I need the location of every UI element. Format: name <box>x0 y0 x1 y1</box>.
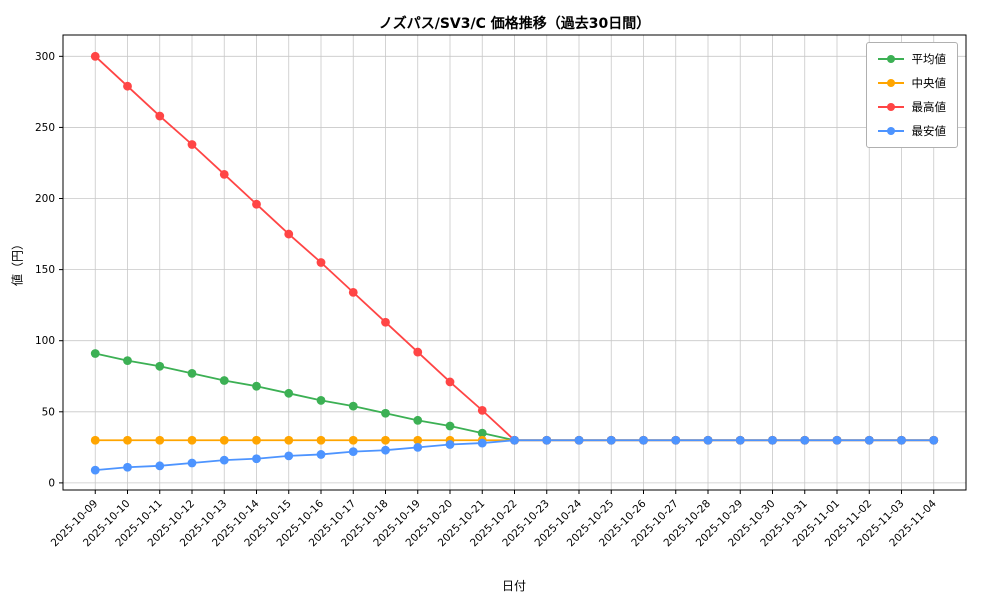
data-point-average <box>413 415 423 425</box>
data-point-median <box>252 435 261 445</box>
data-point-median <box>219 435 229 445</box>
data-point-min <box>735 435 745 445</box>
data-point-max <box>381 317 390 327</box>
data-point-max <box>445 377 455 387</box>
legend: 平均値 中央値 最高値 最安値 <box>865 42 958 148</box>
data-point-average <box>90 349 100 358</box>
legend-item-max: 最高値 <box>877 99 947 115</box>
data-point-max <box>187 140 197 149</box>
data-point-min <box>510 435 519 445</box>
data-point-max <box>477 405 487 415</box>
data-point-min <box>639 435 648 445</box>
data-point-median <box>155 435 165 445</box>
data-point-average <box>477 428 487 438</box>
data-point-max <box>348 287 358 297</box>
data-point-min <box>252 454 261 464</box>
data-point-min <box>671 435 681 445</box>
legend-item-min: 最安値 <box>877 123 947 139</box>
data-point-max <box>123 81 132 91</box>
data-point-average <box>381 408 390 418</box>
data-point-min <box>413 442 423 452</box>
data-point-median <box>381 435 390 445</box>
data-point-min <box>219 455 229 465</box>
data-point-min <box>284 451 294 461</box>
legend-label-average: 平均値 <box>911 52 947 66</box>
y-tick-label: 150 <box>35 264 55 276</box>
data-point-average <box>123 356 132 366</box>
legend-marker-max <box>877 102 904 112</box>
data-point-average <box>284 388 294 398</box>
data-point-min <box>897 435 906 445</box>
plot-border <box>62 34 967 491</box>
data-point-min <box>864 435 874 445</box>
data-point-min <box>316 450 326 459</box>
data-point-min <box>123 462 132 472</box>
data-point-min <box>381 445 390 455</box>
data-point-average <box>187 369 197 378</box>
legend-item-average: 平均値 <box>877 51 947 67</box>
data-point-max <box>316 258 326 267</box>
data-point-max <box>252 199 261 209</box>
data-point-max <box>90 51 100 61</box>
legend-marker-median <box>877 78 904 88</box>
data-point-median <box>316 435 326 445</box>
chart-title: ノズパス/SV3/C 価格推移（過去30日間） <box>378 16 651 32</box>
x-axis-label: 日付 <box>501 579 527 593</box>
data-point-min <box>929 435 939 445</box>
grid <box>63 35 966 490</box>
data-point-min <box>542 435 552 445</box>
data-point-min <box>800 435 810 445</box>
y-tick-label: 0 <box>48 477 55 489</box>
data-point-min <box>348 447 358 457</box>
y-tick-label: 50 <box>42 406 55 418</box>
data-point-average <box>252 381 261 391</box>
data-point-min <box>832 435 842 445</box>
legend-marker-average <box>877 54 904 64</box>
data-point-min <box>574 435 584 445</box>
y-axis-label: 値（円） <box>10 237 25 287</box>
data-point-median <box>413 435 423 445</box>
y-tick-label: 250 <box>35 122 55 134</box>
y-tick-label: 200 <box>35 193 55 205</box>
data-point-average <box>348 401 358 411</box>
data-point-median <box>90 435 100 445</box>
data-point-max <box>413 347 423 357</box>
data-point-max <box>219 169 229 179</box>
legend-item-median: 中央値 <box>877 75 947 91</box>
data-point-min <box>187 458 197 468</box>
legend-label-min: 最安値 <box>911 124 947 138</box>
data-point-max <box>284 229 294 239</box>
data-point-min <box>445 440 455 449</box>
data-point-average <box>445 421 455 431</box>
data-point-median <box>348 435 358 445</box>
data-point-median <box>123 435 132 445</box>
legend-marker-min <box>877 126 904 136</box>
data-point-median <box>187 435 197 445</box>
y-tick-label: 100 <box>35 335 55 347</box>
y-tick-label: 300 <box>35 51 55 63</box>
data-point-min <box>90 465 100 475</box>
data-point-min <box>768 435 777 445</box>
series-min <box>90 435 939 475</box>
data-point-min <box>477 438 487 448</box>
data-point-min <box>606 435 616 445</box>
legend-label-median: 中央値 <box>911 76 947 90</box>
legend-label-max: 最高値 <box>911 100 947 114</box>
data-point-average <box>219 376 229 385</box>
data-point-max <box>155 111 165 121</box>
data-point-median <box>284 435 294 445</box>
data-point-average <box>316 396 326 405</box>
data-point-average <box>155 361 165 371</box>
data-point-min <box>155 461 165 471</box>
data-point-min <box>703 435 713 445</box>
